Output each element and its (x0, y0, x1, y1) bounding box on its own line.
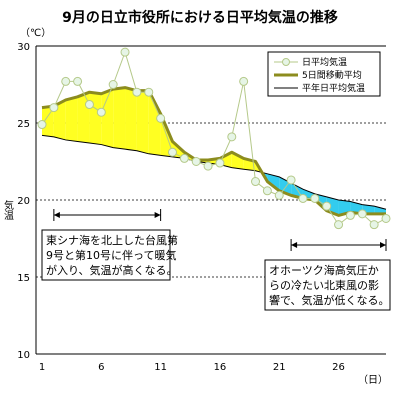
daily-point-21 (274, 190, 284, 200)
y-tick-label-20: 20 (17, 196, 30, 207)
annotation-line: オホーツク海高気圧か (269, 263, 379, 277)
annotations: 東シナ海を北上した台風第9号と第10号に伴って暖気が入り、気温が高くなる。オホー… (41, 209, 391, 311)
y-tick-label-30: 30 (17, 42, 30, 53)
legend-label-moving_average: 5日間移動平均 (302, 69, 362, 81)
annotation-line: 9号と第10号に伴って暖気 (46, 248, 176, 262)
annotation-box (41, 229, 171, 281)
daily-point-29 (369, 220, 379, 230)
x-unit: （日） (358, 374, 388, 386)
daily-point-7 (108, 80, 118, 89)
annotation-arrow-left (53, 212, 60, 218)
daily-point-18 (239, 76, 249, 86)
x-tick-label-21: 21 (273, 362, 286, 373)
daily-point-3 (61, 76, 71, 86)
daily-point-25 (322, 201, 332, 211)
daily-point-8 (120, 47, 130, 57)
fill-above-8 (125, 87, 137, 151)
annotation-arrow-left (291, 242, 298, 248)
y-axis-label: 気温 (2, 199, 14, 220)
daily-point-2 (49, 103, 59, 113)
y-tick-label-10: 10 (17, 350, 30, 361)
daily-point-24 (310, 193, 320, 203)
series-line-moving-average (41, 86, 386, 217)
fill-above-9 (136, 90, 149, 154)
fill-above-6 (101, 89, 114, 148)
daily-point-1 (37, 120, 47, 130)
x-tick-label-26: 26 (332, 362, 345, 373)
x-tick-label-6: 6 (98, 362, 104, 373)
annotation-arrow-right (380, 242, 386, 248)
axes (35, 45, 386, 355)
daily-point-19 (251, 177, 261, 187)
annotation-line: らの冷たい北東風の影 (269, 279, 379, 292)
fill-below-29 (374, 206, 386, 214)
daily-point-13 (179, 153, 189, 163)
fill-above-7 (113, 87, 126, 150)
fill-above-3 (65, 96, 78, 142)
daily-point-15 (203, 161, 213, 171)
daily-point-23 (298, 193, 308, 203)
annotation-line: 東シナ海を北上した台風第 (46, 233, 178, 247)
daily-point-6 (96, 107, 106, 117)
daily-point-14 (191, 157, 201, 166)
x-tick-label-1: 1 (39, 362, 45, 373)
daily-point-11 (156, 113, 166, 123)
legend-label-normal: 平年日平均気温 (302, 82, 365, 94)
annotation-box (264, 259, 391, 311)
daily-point-4 (73, 76, 83, 86)
fill-above-10 (148, 90, 161, 156)
x-tick-label-11: 11 (154, 362, 167, 373)
daily-point-17 (227, 132, 237, 142)
annotation-line: 響で、気温が低くなる。 (269, 293, 390, 307)
legend-marker-daily (282, 58, 290, 66)
daily-point-26 (334, 220, 344, 230)
daily-point-30 (381, 213, 391, 223)
y-tick-label-25: 25 (17, 119, 30, 130)
fill-above-1 (42, 106, 54, 137)
daily-markers (37, 47, 391, 230)
daily-point-20 (262, 186, 272, 196)
fill-above-4 (77, 92, 90, 144)
y-unit: （℃） (20, 27, 51, 39)
legend-label-daily: 日平均気温 (302, 56, 347, 68)
daily-point-5 (84, 100, 94, 110)
fill-below-20 (267, 173, 280, 191)
x-tick-label-16: 16 (214, 362, 227, 373)
daily-point-9 (132, 87, 142, 97)
annotation-line: が入り、気温が高くなる。 (46, 263, 178, 277)
series-line-normal (41, 134, 387, 210)
daily-point-12 (167, 147, 177, 157)
daily-point-27 (345, 210, 355, 220)
chart-title: 9月の日立市役所における日平均気温の推移 (62, 9, 338, 26)
fill-above-5 (89, 92, 102, 145)
daily-point-10 (144, 87, 154, 97)
daily-point-28 (357, 209, 367, 219)
daily-point-22 (286, 175, 296, 185)
annotation-arrow-right (154, 212, 161, 218)
fill-above-17 (231, 152, 244, 170)
daily-point-16 (215, 158, 225, 168)
y-tick-label-15: 15 (17, 273, 30, 284)
